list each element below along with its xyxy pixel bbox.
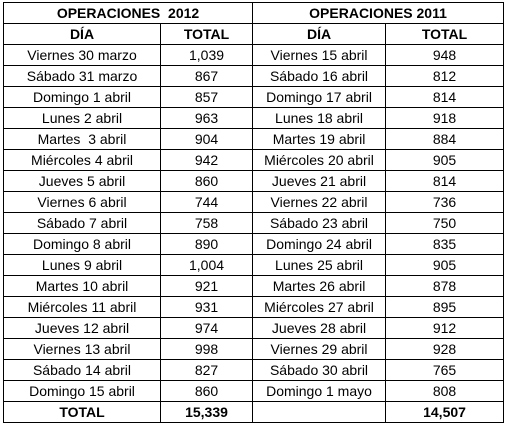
total-cell: 998 [159, 338, 254, 360]
day-cell: Sábado 31 marzo [3, 65, 161, 87]
table-row: Martes 10 abril 921 Martes 26 abril 878 [3, 275, 505, 297]
total-cell: 921 [159, 275, 254, 297]
total-cell: 1,039 [159, 44, 254, 66]
table-row: Domingo 8 abril 890 Domingo 24 abril 835 [3, 233, 505, 255]
table-row: Lunes 2 abril 963 Lunes 18 abril 918 [3, 107, 505, 129]
column-header: DÍA [252, 23, 387, 45]
total-cell: 905 [385, 149, 505, 171]
day-cell: Sábado 23 abril [252, 212, 387, 234]
total-cell: 744 [159, 191, 254, 213]
total-cell: 1,004 [159, 254, 254, 276]
total-cell: 931 [159, 296, 254, 318]
total-cell: 827 [159, 359, 254, 381]
table-row: Sábado 14 abril 827 Sábado 30 abril 765 [3, 359, 505, 381]
day-cell: Martes 26 abril [252, 275, 387, 297]
day-cell: Jueves 12 abril [3, 317, 161, 339]
column-header: DÍA [3, 23, 161, 45]
day-cell: Martes 10 abril [3, 275, 161, 297]
column-header: TOTAL [385, 23, 505, 45]
table-row: Sábado 31 marzo 867 Sábado 16 abril 812 [3, 65, 505, 87]
total-cell: 912 [385, 317, 505, 339]
total-cell: 928 [385, 338, 505, 360]
total-cell: 814 [385, 170, 505, 192]
table-row: Sábado 7 abril 758 Sábado 23 abril 750 [3, 212, 505, 234]
total-cell: 878 [385, 275, 505, 297]
day-cell: Sábado 16 abril [252, 65, 387, 87]
day-cell: Domingo 24 abril [252, 233, 387, 255]
table-row: OPERACIONES 2012 OPERACIONES 2011 [2, 2, 505, 24]
table-row: Lunes 9 abril 1,004 Lunes 25 abril 905 [3, 254, 505, 276]
day-cell: Viernes 13 abril [3, 338, 161, 360]
total-cell: 857 [159, 86, 254, 108]
total-cell: 918 [385, 107, 505, 129]
total-cell: 905 [385, 254, 505, 276]
total-cell: 948 [385, 44, 505, 66]
day-cell: Miércoles 11 abril [3, 296, 161, 318]
total-cell: 736 [385, 191, 505, 213]
total-cell: 860 [159, 170, 254, 192]
day-cell: Miércoles 27 abril [252, 296, 387, 318]
total-cell: 835 [385, 233, 505, 255]
day-cell: Jueves 5 abril [3, 170, 161, 192]
table-row: Viernes 30 marzo 1,039 Viernes 15 abril 948 [3, 44, 505, 66]
total-cell: 808 [385, 380, 505, 402]
day-cell: Sábado 14 abril [3, 359, 161, 381]
day-cell: Viernes 29 abril [252, 338, 387, 360]
table-row: Miércoles 4 abril 942 Miércoles 20 abril 90… [3, 149, 505, 171]
day-cell: Domingo 1 mayo [252, 380, 387, 402]
total-cell: 812 [385, 65, 505, 87]
total-cell: 974 [159, 317, 254, 339]
day-cell: Sábado 30 abril [252, 359, 387, 381]
total-cell: 904 [159, 128, 254, 150]
total-cell: 758 [159, 212, 254, 234]
day-cell: Miércoles 4 abril [3, 149, 161, 171]
total-cell: 884 [385, 128, 505, 150]
table-row: Domingo 1 abril 857 Domingo 17 abril 814 [3, 86, 505, 108]
total-cell: 814 [385, 86, 505, 108]
table-row: Jueves 5 abril 860 Jueves 21 abril 814 [3, 170, 505, 192]
table-row: Viernes 13 abril 998 Viernes 29 abril 928 [3, 338, 505, 360]
total-cell: 963 [159, 107, 254, 129]
total-cell: 765 [385, 359, 505, 381]
day-cell: Lunes 2 abril [3, 107, 161, 129]
table-title: OPERACIONES 2012 [2, 2, 254, 24]
table-row: Martes 3 abril 904 Martes 19 abril 884 [3, 128, 505, 150]
day-cell: Martes 19 abril [252, 128, 387, 150]
day-cell: Lunes 18 abril [252, 107, 387, 129]
day-cell: Miércoles 20 abril [252, 149, 387, 171]
total-cell: 750 [385, 212, 505, 234]
day-cell: Martes 3 abril [3, 128, 161, 150]
day-cell: Lunes 9 abril [3, 254, 161, 276]
table-row: DÍA TOTAL DÍA TOTAL [3, 23, 505, 45]
table-row: Domingo 15 abril 860 Domingo 1 mayo 808 [3, 380, 505, 402]
total-cell: 895 [385, 296, 505, 318]
total-cell: 942 [159, 149, 254, 171]
day-cell: Lunes 25 abril [252, 254, 387, 276]
day-cell: Domingo 1 abril [3, 86, 161, 108]
day-cell: Viernes 30 marzo [3, 44, 161, 66]
day-cell: Domingo 15 abril [3, 380, 161, 402]
column-header: TOTAL [159, 23, 254, 45]
table-row: Viernes 6 abril 744 Viernes 22 abril 736 [3, 191, 505, 213]
day-cell: Sábado 7 abril [3, 212, 161, 234]
total-cell: 890 [159, 233, 254, 255]
day-cell: Domingo 17 abril [252, 86, 387, 108]
day-cell: Viernes 15 abril [252, 44, 387, 66]
day-cell: Viernes 6 abril [3, 191, 161, 213]
table-row: Miércoles 11 abril 931 Miércoles 27 abril 8… [3, 296, 505, 318]
table-title: OPERACIONES 2011 [252, 2, 505, 24]
day-cell: Viernes 22 abril [252, 191, 387, 213]
table-row: Jueves 12 abril 974 Jueves 28 abril 912 [3, 317, 505, 339]
total-cell: 860 [159, 380, 254, 402]
total-cell: 867 [159, 65, 254, 87]
day-cell: Jueves 28 abril [252, 317, 387, 339]
day-cell: Domingo 8 abril [3, 233, 161, 255]
day-cell: Jueves 21 abril [252, 170, 387, 192]
